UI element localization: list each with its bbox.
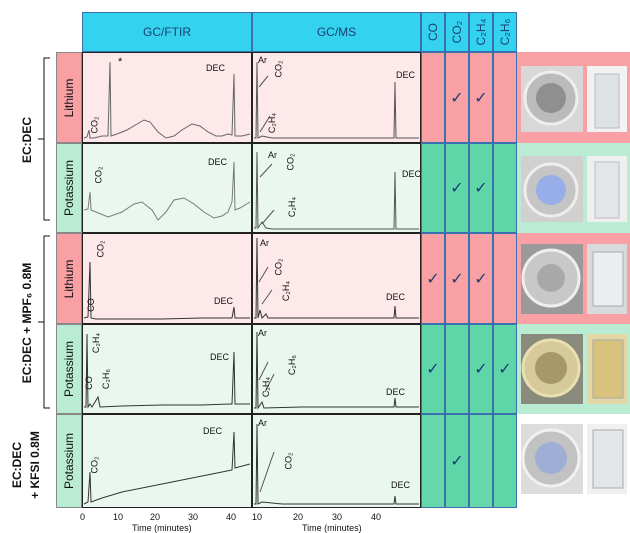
ms-trace-2 xyxy=(254,151,419,230)
ftir-r1-star: * xyxy=(118,56,123,68)
header-gcftir: GC/FTIR xyxy=(82,12,252,52)
ftir-trace-2 xyxy=(83,161,251,221)
ftir-tick-10: 10 xyxy=(113,512,124,522)
header-c2h4: C₂H₄ xyxy=(469,12,493,52)
gas-cell-r2-c2: ✓ xyxy=(445,143,469,233)
gas-cell-r5-c2: ✓ xyxy=(445,414,469,508)
gas-cell-r5-c4 xyxy=(493,414,517,508)
ms-r5-ar: Ar xyxy=(258,418,267,428)
ftir-r4-dec: DEC xyxy=(210,352,230,362)
ftir-tick-30: 30 xyxy=(188,512,199,522)
ms-r3-dec: DEC xyxy=(386,292,406,302)
ms-r1-c2h4: C₂H₄ xyxy=(267,112,278,134)
ftir-r3-co: CO xyxy=(85,298,96,312)
gas-cell-r4-c3: ✓ xyxy=(469,324,493,414)
ms-r5-co2: CO₂ xyxy=(283,452,294,470)
ftir-tick-40: 40 xyxy=(226,512,237,522)
ftir-trace-5 xyxy=(83,431,251,505)
header-gcms-label: GC/MS xyxy=(316,25,357,39)
ftir-r1-dec: DEC xyxy=(206,63,226,73)
gas-cell-r1-c1 xyxy=(421,52,445,143)
ftir-r5-dec: DEC xyxy=(203,426,223,436)
header-gcms: GC/MS xyxy=(252,12,421,52)
header-gcftir-label: GC/FTIR xyxy=(143,25,191,39)
ms-r3-co2: CO₂ xyxy=(273,258,284,276)
ms-trace-3 xyxy=(254,237,419,319)
row-label-1: Lithium xyxy=(56,52,82,143)
gas-cell-r4-c1: ✓ xyxy=(421,324,445,414)
gas-cell-r1-c4 xyxy=(493,52,517,143)
ms-tick-30: 30 xyxy=(332,512,343,522)
header-c2h6: C₂H₆ xyxy=(493,12,517,52)
header-c2h6-label: C₂H₆ xyxy=(498,18,512,46)
ms-r4-c2h4: C₂H₄ xyxy=(261,376,272,398)
ms-trace-4 xyxy=(254,331,419,410)
ftir-r1-co2: CO₂ xyxy=(89,116,100,134)
gas-cell-r3-c3: ✓ xyxy=(469,233,493,324)
ms-r2-dec: DEC xyxy=(402,169,422,179)
ms-tick-20: 20 xyxy=(293,512,304,522)
ftir-r4-co: CO xyxy=(83,376,94,390)
gas-cell-r1-c2: ✓ xyxy=(445,52,469,143)
ftir-r4-c2h4: C₂H₄ xyxy=(91,332,102,354)
ms-r4-c2h6: C₂H₆ xyxy=(287,354,298,376)
ms-r2-c2h4: C₂H₄ xyxy=(287,196,298,218)
sample-photos xyxy=(521,66,627,494)
gas-cell-r3-c4 xyxy=(493,233,517,324)
ms-r1-ar: Ar xyxy=(258,55,267,65)
ftir-r2-co2: CO₂ xyxy=(93,166,104,184)
header-co: CO xyxy=(421,12,445,52)
ms-r3-c2h4: C₂H₄ xyxy=(281,280,292,302)
ftir-xlabel: Time (minutes) xyxy=(132,523,192,533)
ftir-tick-20: 20 xyxy=(150,512,161,522)
ftir-r4-c2h6: C₂H₆ xyxy=(101,368,112,390)
ms-r1-co2: CO₂ xyxy=(273,60,284,78)
gas-cell-r4-c2 xyxy=(445,324,469,414)
ms-r5-dec: DEC xyxy=(391,480,411,490)
ms-tick-10: 10 xyxy=(252,512,263,522)
row-label-3: Lithium xyxy=(56,233,82,324)
row-label-5: Potassium xyxy=(56,414,82,508)
header-co-label: CO xyxy=(426,23,440,41)
ms-r4-ar: Ar xyxy=(258,328,267,338)
ftir-r2-dec: DEC xyxy=(208,157,228,167)
ms-r1-dec: DEC xyxy=(396,70,416,80)
gas-cell-r5-c1 xyxy=(421,414,445,508)
header-co2: CO₂ xyxy=(445,12,469,52)
header-c2h4-label: C₂H₄ xyxy=(474,18,488,46)
ftir-trace-4 xyxy=(84,333,250,409)
ms-xlabel: Time (minutes) xyxy=(302,523,362,533)
gas-cell-r4-c4: ✓ xyxy=(493,324,517,414)
ms-trace-5 xyxy=(254,423,419,505)
ftir-r3-dec: DEC xyxy=(214,296,234,306)
ftir-trace-1 xyxy=(83,61,251,139)
ftir-trace-3 xyxy=(83,261,250,320)
ftir-r5-co2: CO₂ xyxy=(89,456,100,474)
ms-r4-dec: DEC xyxy=(386,387,406,397)
ms-r3-ar: Ar xyxy=(260,238,269,248)
ms-r2-ar: Ar xyxy=(268,150,277,160)
row-label-4: Potassium xyxy=(56,324,82,414)
gas-cell-r2-c3: ✓ xyxy=(469,143,493,233)
gas-cell-r3-c1: ✓ xyxy=(421,233,445,324)
group-brackets xyxy=(38,57,50,409)
ms-r2-co2: CO₂ xyxy=(285,153,296,171)
header-co2-label: CO₂ xyxy=(450,20,464,44)
chromatogram-grid xyxy=(82,52,421,508)
gas-cell-r2-c4 xyxy=(493,143,517,233)
gas-cell-r2-c1 xyxy=(421,143,445,233)
gas-cell-r3-c2: ✓ xyxy=(445,233,469,324)
gas-cell-r1-c3: ✓ xyxy=(469,52,493,143)
ms-tick-40: 40 xyxy=(371,512,382,522)
ms-trace-1 xyxy=(254,61,419,139)
row-label-2: Potassium xyxy=(56,143,82,233)
ftir-r3-co2: CO₂ xyxy=(95,240,106,258)
gas-cell-r5-c3 xyxy=(469,414,493,508)
ftir-tick-0: 0 xyxy=(80,512,86,522)
